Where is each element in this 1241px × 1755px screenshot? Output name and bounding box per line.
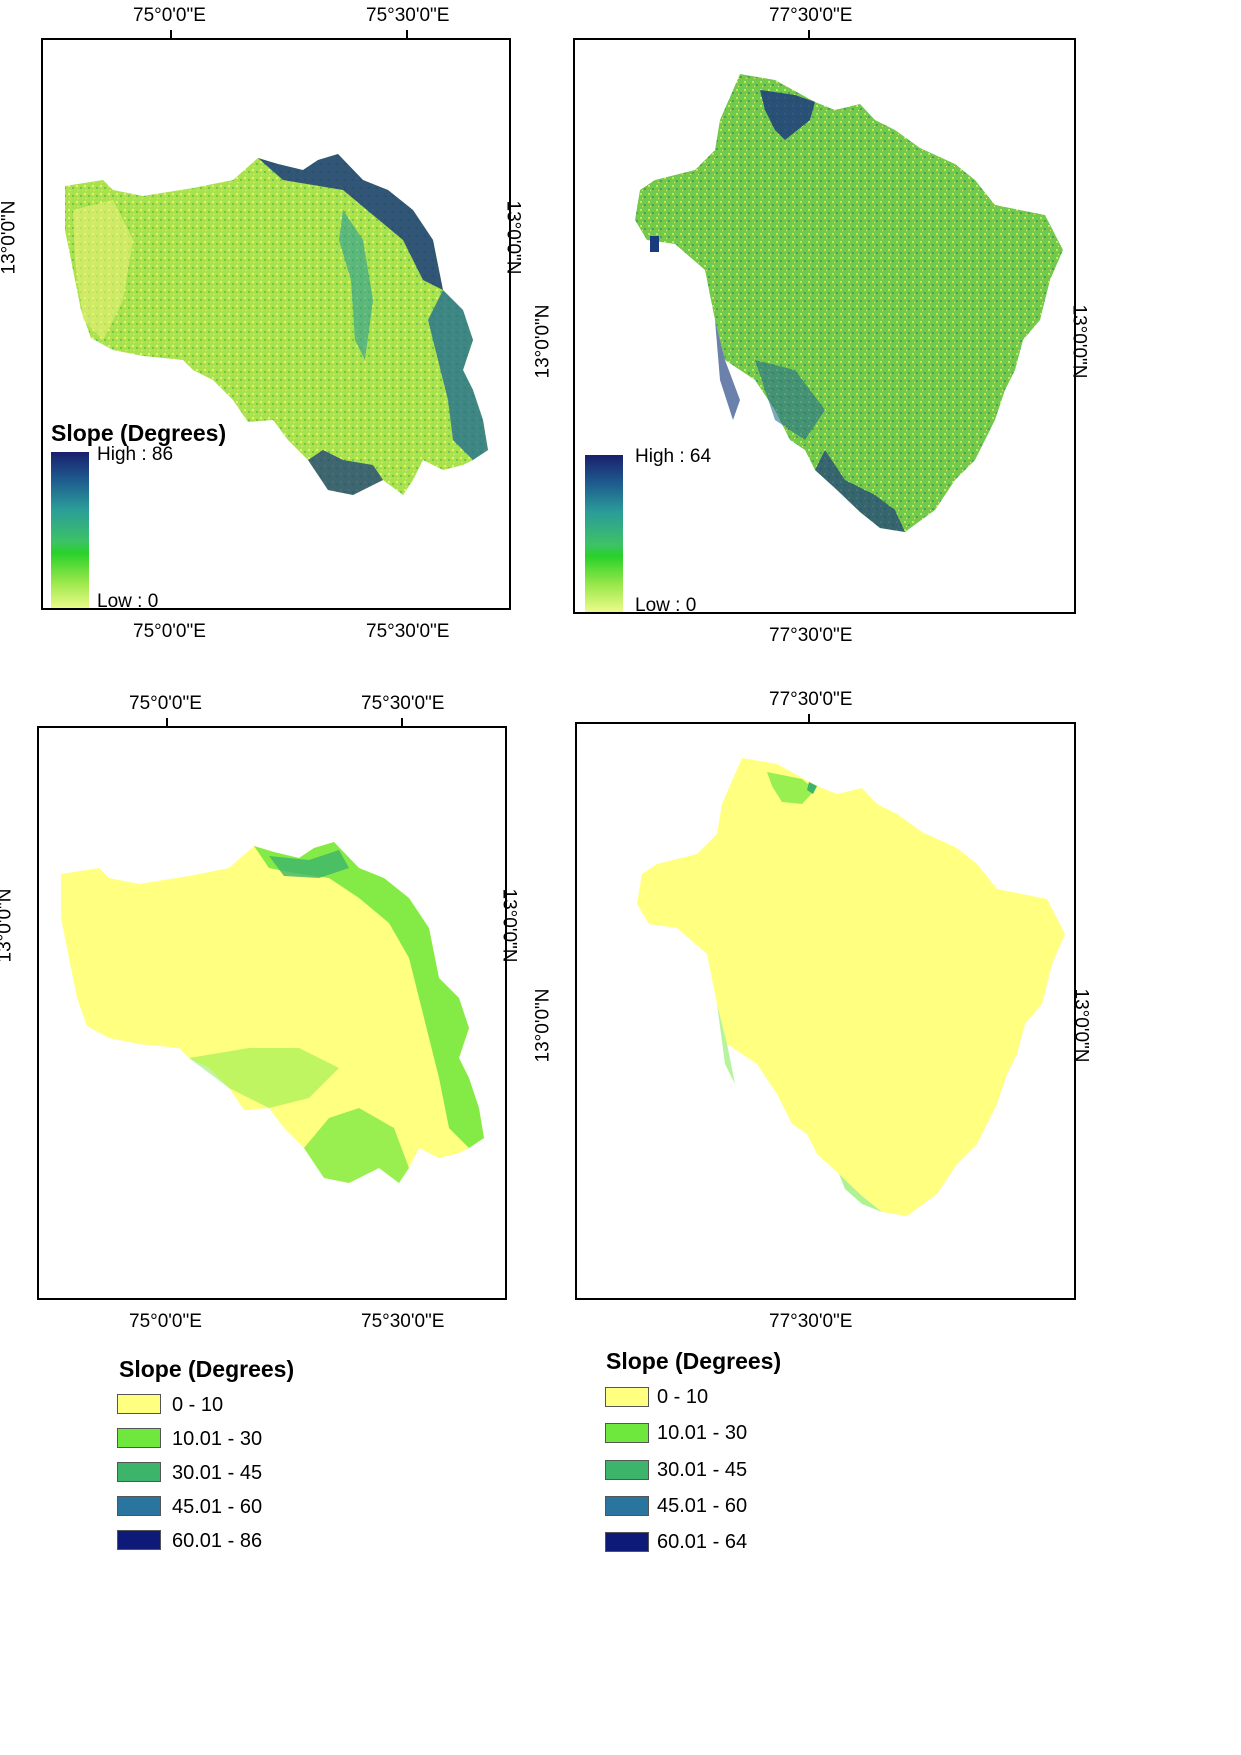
class-label-4: 60.01 - 86 [172, 1530, 263, 1552]
right-tick-13-d: 13°0'0"N [1070, 988, 1092, 1063]
top-tick-75-30-b: 75°30'0"E [361, 693, 445, 714]
bottom-tick-75-30: 75°30'0"E [366, 621, 450, 642]
top-tick-75-0: 75°0'0"E [133, 5, 206, 26]
district-shape-east [635, 74, 1063, 532]
legend-low-east: Low : 0 [635, 595, 697, 614]
class-swatch-0 [117, 1394, 161, 1414]
bottom-tick-75-0: 75°0'0"E [133, 621, 206, 642]
slope-map-classified-east [575, 722, 1076, 1300]
right-tick-13: 13°0'0"N [502, 200, 524, 275]
class-label-1: 10.01 - 30 [172, 1428, 263, 1450]
right-tick-13-b: 13°0'0"N [498, 888, 520, 963]
slope-map-classified-west [37, 726, 507, 1300]
class-label-east-4: 60.01 - 64 [657, 1531, 748, 1553]
district-shape-west-classified [61, 842, 484, 1183]
left-tick-13-b: 13°0'0"N [0, 888, 16, 963]
left-tick-13-east: 13°0'0"N [532, 304, 554, 379]
class-swatch-4 [117, 1530, 161, 1550]
class-label-east-2: 30.01 - 45 [657, 1459, 748, 1481]
district-shape-west [65, 154, 488, 495]
bottom-tick-75-30-b: 75°30'0"E [361, 1311, 445, 1332]
top-tick-75-0-b: 75°0'0"E [129, 693, 202, 714]
class-legend-title-west: Slope (Degrees) [119, 1356, 295, 1382]
class-swatch-1 [117, 1428, 161, 1448]
color-ramp-west [51, 452, 89, 608]
legend-title-continuous-west: Slope (Degrees) [51, 420, 227, 446]
class-swatch-east-4 [605, 1532, 649, 1552]
class-label-2: 30.01 - 45 [172, 1462, 263, 1484]
top-tick-75-30: 75°30'0"E [366, 5, 450, 26]
class-label-east-3: 45.01 - 60 [657, 1495, 748, 1517]
class-swatch-3 [117, 1496, 161, 1516]
left-tick-13-d: 13°0'0"N [532, 988, 554, 1063]
class-swatch-east-1 [605, 1423, 649, 1443]
bottom-tick-77-30: 77°30'0"E [769, 625, 853, 646]
legend-low-west: Low : 0 [97, 591, 159, 610]
slope-map-continuous-west: Slope (Degrees) High : 86 Low : 0 [41, 38, 511, 610]
class-swatch-east-3 [605, 1496, 649, 1516]
top-tick-77-30-b: 77°30'0"E [769, 689, 853, 710]
legend-high-west: High : 86 [97, 444, 174, 465]
class-label-3: 45.01 - 60 [172, 1496, 263, 1518]
slope-map-continuous-east: High : 64 Low : 0 [573, 38, 1076, 614]
class-swatch-2 [117, 1462, 161, 1482]
legend-high-east: High : 64 [635, 446, 712, 467]
class-swatch-east-2 [605, 1460, 649, 1480]
top-tick-77-30: 77°30'0"E [769, 5, 853, 26]
class-swatch-east-0 [605, 1387, 649, 1407]
bottom-tick-75-0-b: 75°0'0"E [129, 1311, 202, 1332]
left-tick-13: 13°0'0"N [0, 200, 20, 275]
district-shape-east-classified [637, 758, 1065, 1216]
color-ramp-east [585, 455, 623, 612]
class-label-east-1: 10.01 - 30 [657, 1422, 748, 1444]
right-tick-13-east: 13°0'0"N [1068, 304, 1090, 379]
class-label-0: 0 - 10 [172, 1394, 224, 1416]
class-label-east-0: 0 - 10 [657, 1386, 709, 1408]
bottom-tick-77-30-b: 77°30'0"E [769, 1311, 853, 1332]
class-legend-title-east: Slope (Degrees) [606, 1348, 782, 1374]
